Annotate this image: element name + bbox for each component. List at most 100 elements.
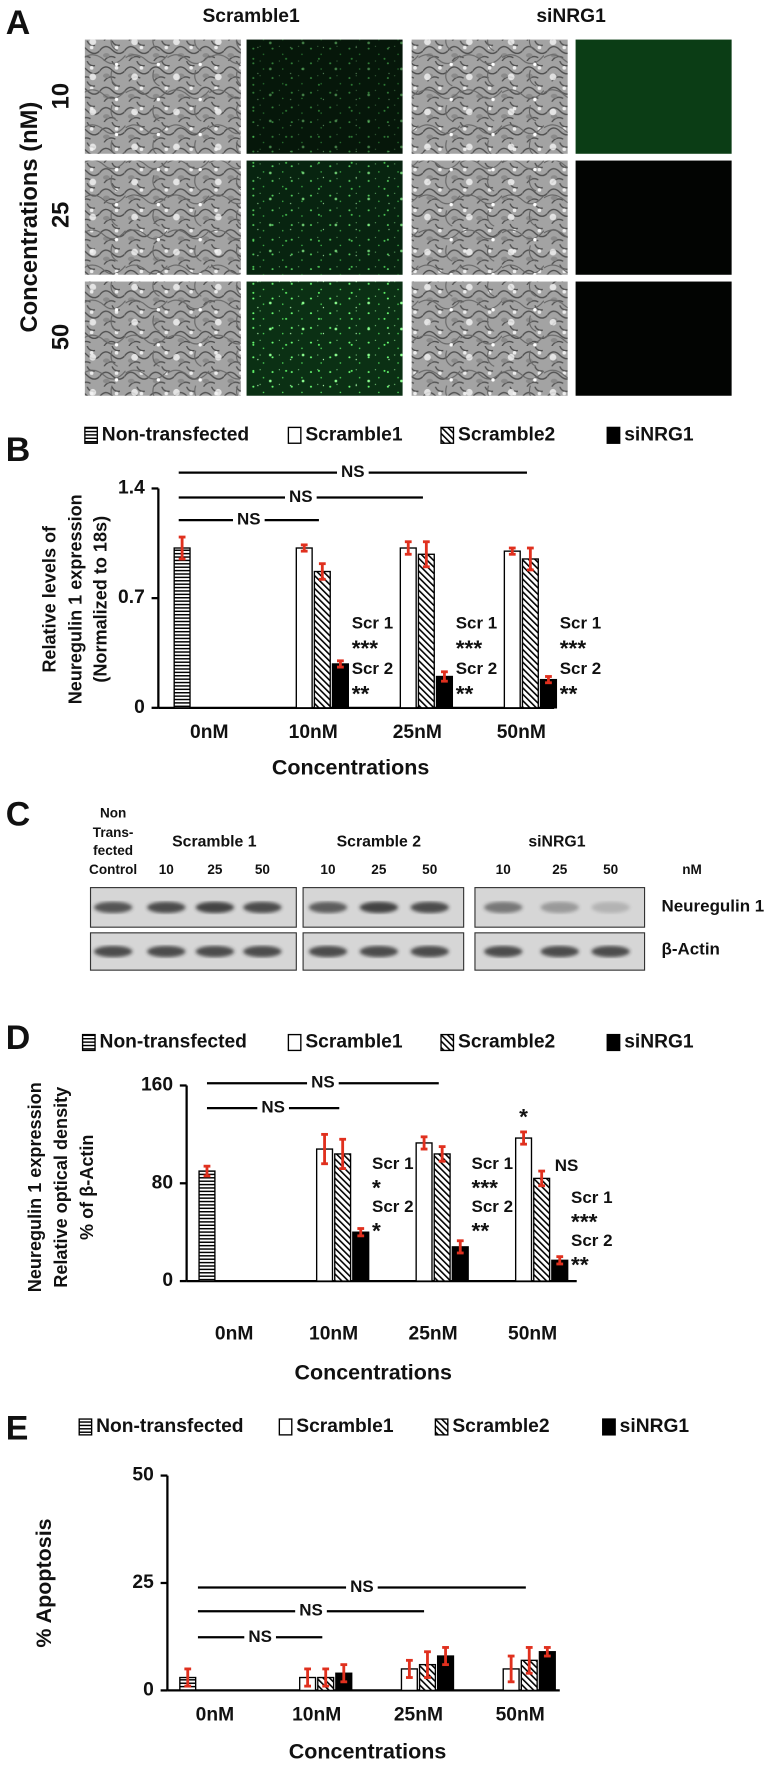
y-tick-label: 0 [134,697,145,718]
blot-band [591,901,630,914]
bracket-label-bg [295,1602,327,1621]
bar [503,550,521,709]
y-axis-label: Neuregulin 1 expression [66,494,86,704]
significance-label: *** [472,1175,499,1200]
legend-label: siNRG1 [624,1032,694,1053]
legend-label: siNRG1 [624,424,694,445]
significance-label: * [372,1218,381,1243]
lane-header: Control [89,862,137,877]
significance-label: ** [352,681,370,706]
x-tick-label: 0nM [190,722,228,743]
x-tick-label: 0nM [196,1704,234,1725]
significance-label: ** [456,681,474,706]
significance-label: Scr 2 [456,659,497,678]
blot-band [484,901,523,914]
significance-label: Scr 1 [571,1188,612,1207]
lane-label: 10 [159,862,174,877]
bracket-label-bg [232,511,265,530]
lane-label: 25 [207,862,223,877]
significance-label: NS [341,462,365,481]
blot-band [591,945,630,958]
legend-swatch [278,1418,293,1436]
blot-band [410,901,449,914]
bar [331,663,349,709]
significance-label: ** [571,1252,589,1277]
x-tick-label: 25nM [393,722,442,743]
y-tick-label: 1.4 [118,478,145,499]
legend-label: Non-transfected [100,1032,247,1053]
y-tick-label: 50 [132,1465,153,1486]
legend-label: Scramble2 [452,1416,549,1437]
x-axis-label: Concentrations [289,1739,447,1763]
unit-label: nM [682,862,702,877]
group-header: Scramble 2 [337,834,422,851]
phase-texture [84,39,241,154]
bracket-label-bg [337,463,369,482]
phase-texture [411,281,568,396]
significance-label: NS [261,1098,285,1117]
legend-swatch [81,1033,96,1052]
y-axis-label: Concentrations (nM) [17,102,43,333]
legend-swatch [440,1033,455,1052]
legend-label: Non-transfected [102,424,249,445]
blot-band [93,945,133,958]
significance-label: NS [289,487,313,506]
bar [173,547,191,709]
row-label: β-Actin [662,939,720,958]
x-tick-label: 10nM [309,1323,358,1344]
legend-swatch [602,1418,616,1436]
y-tick-label: 160 [141,1075,173,1096]
significance-label: Scr 2 [472,1197,513,1216]
bar [295,547,313,709]
significance-label: Scr 2 [560,659,601,678]
legend-swatch [440,426,455,444]
significance-label: Scr 1 [352,614,393,633]
x-tick-label: 0nM [215,1323,253,1344]
row-label: 10 [49,83,75,109]
blot-band [147,945,186,958]
bar [313,570,331,709]
y-tick-label: 0 [143,1679,154,1700]
panel-label: D [6,1019,31,1057]
bracket-label-bg [244,1628,276,1647]
blot-band [540,945,579,958]
fluorescence-dots [246,160,403,275]
significance-label: *** [352,636,379,661]
panel-label: E [6,1409,29,1447]
blot-band [308,945,348,958]
lane-label: 50 [603,862,618,877]
x-tick-label: 10nM [289,722,338,743]
lane-label: 10 [496,862,511,877]
legend-label: siNRG1 [620,1416,690,1437]
lane-label: 25 [552,862,568,877]
group-header: Scramble 1 [172,834,257,851]
x-axis-label: Concentrations [272,756,430,780]
fluorescence-dots [246,281,403,396]
y-axis-label: % of β-Actin [77,1135,97,1240]
bar [433,1153,451,1282]
significance-label: *** [560,636,587,661]
fluorescence-image [575,160,732,275]
x-tick-label: 50nM [496,1704,545,1725]
panel-label: B [6,431,31,469]
bar [415,1142,433,1282]
y-axis-label: (Normalized to 18s) [91,516,111,683]
blot-band [308,901,348,914]
phase-texture [411,160,568,275]
x-tick-label: 50nM [497,722,546,743]
legend-swatch [84,426,98,444]
blot-band [93,901,133,914]
legend-swatch [606,426,621,444]
lane-header: Trans- [93,825,134,840]
bracket-label-bg [257,1099,289,1118]
y-tick-label: 80 [152,1172,173,1193]
blot-band [195,945,235,958]
x-tick-label: 50nM [508,1323,557,1344]
significance-label: Scr 2 [352,659,393,678]
panel-label: A [6,4,31,42]
blot-band [484,945,523,958]
lane-header: fected [93,843,133,858]
bar [352,1231,370,1282]
bar [521,558,539,709]
fluorescence-image [575,39,732,154]
